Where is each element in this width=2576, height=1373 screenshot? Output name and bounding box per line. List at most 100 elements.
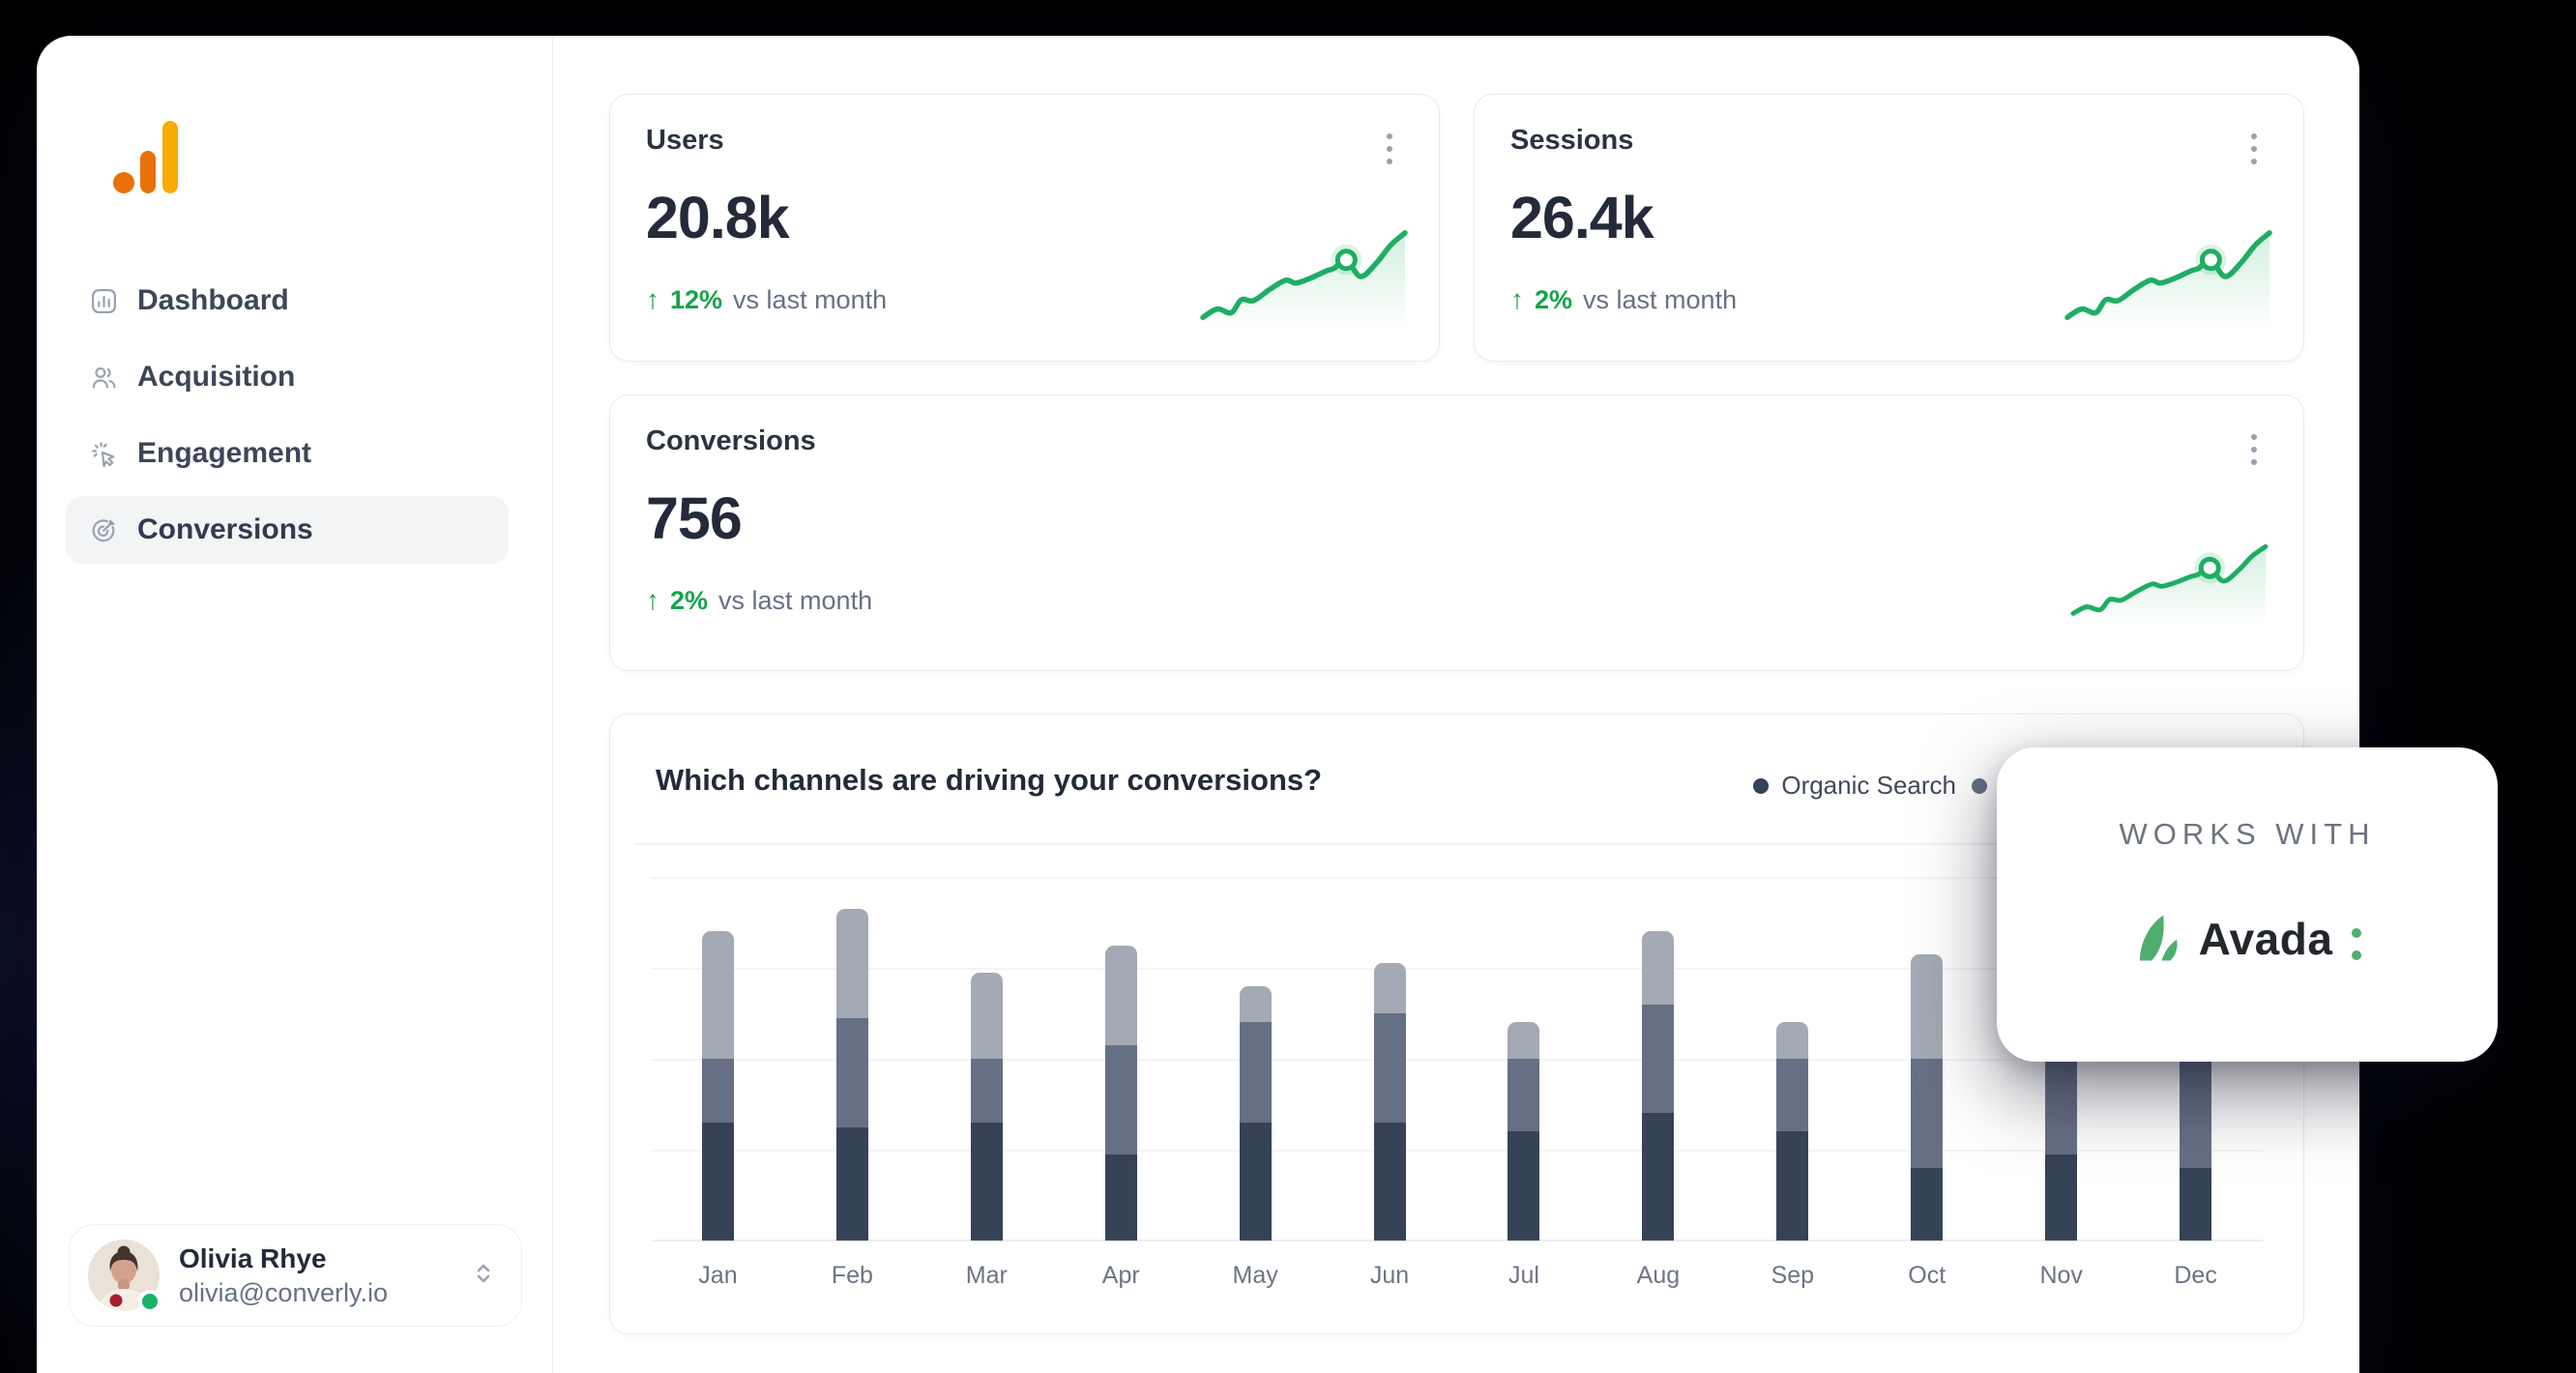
app-window: Dashboard Acquisition Engagement — [37, 36, 2359, 1373]
chevron-selector-icon[interactable] — [469, 1259, 498, 1293]
x-axis-label: Mar — [965, 1262, 1008, 1289]
stat-card-title: Conversions — [646, 425, 816, 456]
bar-segment — [835, 908, 868, 1018]
legend-item: Organic Search — [1753, 771, 1956, 801]
card-menu-button[interactable] — [2245, 128, 2263, 170]
sidebar: Dashboard Acquisition Engagement — [37, 36, 553, 1373]
bar-segment — [701, 1059, 734, 1123]
x-axis-labels: Jan Feb Mar Apr May Jun Jul Aug Sep Oct Nov Dec — [651, 1262, 2263, 1290]
trend-up-icon: ↑ — [646, 284, 659, 314]
bar-segment — [1911, 1059, 1944, 1168]
stacked-bar — [1911, 953, 1944, 1241]
stacked-bar — [1239, 985, 1272, 1241]
stacked-bar — [835, 908, 868, 1241]
x-axis-label: Feb — [831, 1262, 873, 1289]
bar-segment — [970, 1059, 1003, 1123]
bar-segment — [701, 1122, 734, 1241]
promo-eyebrow: WORKS WITH — [2119, 817, 2376, 851]
bar-segment — [1373, 1013, 1406, 1123]
legend-item — [1972, 777, 1987, 794]
bar-segment — [701, 931, 734, 1060]
compare-label: vs last month — [718, 585, 873, 615]
sidebar-item-label: Conversions — [137, 513, 313, 545]
stacked-bar — [1104, 945, 1137, 1241]
trend-up-icon: ↑ — [646, 585, 659, 615]
x-axis-label: Oct — [1908, 1262, 1947, 1289]
cursor-click-icon — [92, 441, 115, 467]
sparkline-chart — [2064, 222, 2272, 336]
profile-name: Olivia Rhye — [179, 1243, 327, 1273]
stat-card-users: Users 20.8k ↑ 12% vs last month — [609, 94, 1440, 362]
stacked-bar — [1373, 963, 1406, 1241]
analytics-logo-icon — [113, 120, 179, 193]
bar-segment — [1239, 1022, 1272, 1123]
bar-column — [1054, 877, 1188, 1241]
card-menu-button[interactable] — [1381, 128, 1398, 170]
card-menu-button[interactable] — [2245, 428, 2263, 471]
avada-colon-icon — [2352, 919, 2362, 960]
stacked-bar — [1642, 931, 1675, 1241]
x-axis-label: May — [1232, 1262, 1278, 1289]
bar-segment — [1508, 1131, 1540, 1241]
stat-delta: ↑ 2% vs last month — [646, 585, 872, 616]
compare-label: vs last month — [733, 284, 888, 314]
stacked-bar — [701, 931, 734, 1241]
sidebar-item-dashboard[interactable]: Dashboard — [66, 267, 509, 335]
stat-delta: ↑ 2% vs last month — [1510, 284, 1737, 315]
stat-card-title: Users — [646, 125, 724, 156]
profile-card[interactable]: Olivia Rhye olivia@converly.io — [69, 1224, 522, 1327]
avada-wordmark: Avada — [2198, 914, 2333, 964]
bar-segment — [1642, 1004, 1675, 1114]
legend-dot — [1753, 777, 1770, 794]
users-icon — [92, 366, 116, 388]
legend-label: Organic Search — [1781, 771, 1956, 800]
sidebar-item-conversions[interactable]: Conversions — [66, 496, 509, 564]
legend-dot — [1972, 777, 1987, 794]
bar-segment — [2180, 1059, 2212, 1168]
bar-column — [1591, 877, 1725, 1241]
bar-segment — [1911, 1167, 1944, 1241]
sparkline-chart — [2070, 537, 2269, 630]
sidebar-item-acquisition[interactable]: Acquisition — [66, 343, 509, 411]
x-axis-label: Dec — [2174, 1262, 2217, 1289]
sparkline-chart — [1200, 222, 1408, 336]
bar-segment — [1104, 1154, 1137, 1241]
sidebar-item-label: Engagement — [137, 437, 312, 469]
bar-column — [785, 877, 920, 1241]
bar-segment — [1642, 1113, 1675, 1241]
avatar-image — [88, 1240, 160, 1311]
avatar — [88, 1240, 161, 1313]
profile-email: olivia@converly.io — [179, 1278, 388, 1307]
sidebar-item-label: Dashboard — [137, 284, 289, 316]
bar-segment — [1373, 963, 1406, 1014]
bar-segment — [1776, 1022, 1809, 1060]
sidebar-item-engagement[interactable]: Engagement — [66, 420, 509, 487]
logo-dot — [113, 172, 134, 193]
works-with-promo-card: WORKS WITH Avada — [1997, 747, 2498, 1062]
x-axis-label: Sep — [1771, 1262, 1815, 1289]
bar-segment — [835, 1017, 868, 1127]
x-axis-label: Jan — [698, 1262, 738, 1289]
stat-card-sessions: Sessions 26.4k ↑ 2% vs last month — [1474, 94, 2304, 362]
bar-column — [1725, 877, 1859, 1241]
bar-segment — [1373, 1122, 1406, 1241]
bar-column — [1323, 877, 1457, 1241]
bar-segment — [1776, 1131, 1809, 1241]
delta-percent: 2% — [670, 585, 709, 615]
stacked-bar — [970, 972, 1003, 1241]
trend-up-icon: ↑ — [1510, 284, 1524, 314]
bar-segment — [835, 1126, 868, 1241]
delta-percent: 12% — [670, 284, 723, 314]
compare-label: vs last month — [1583, 284, 1738, 314]
sidebar-nav: Dashboard Acquisition Engagement — [66, 267, 509, 564]
stacked-bar — [1776, 1022, 1809, 1241]
bar-column — [1457, 877, 1592, 1241]
bar-segment — [970, 972, 1003, 1060]
avada-mark-icon — [2139, 915, 2178, 961]
profile-text: Olivia Rhye olivia@converly.io — [179, 1242, 469, 1309]
x-axis-label: Apr — [1101, 1262, 1140, 1289]
bar-segment — [2045, 1154, 2078, 1241]
x-axis-label: Jun — [1369, 1262, 1410, 1289]
bar-segment — [970, 1122, 1003, 1241]
